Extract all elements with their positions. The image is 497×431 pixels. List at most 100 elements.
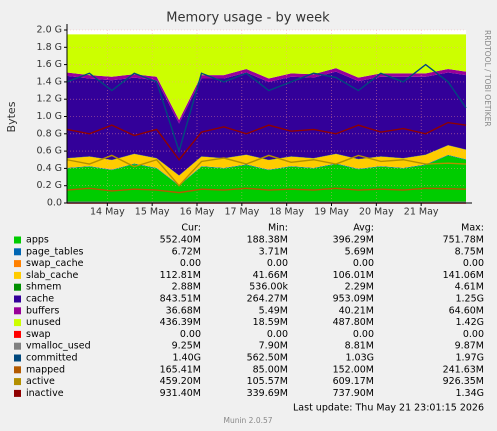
legend-stat: 737.90M (333, 388, 374, 399)
y-axis-label: Bytes (5, 101, 18, 132)
legend-swatch (14, 378, 21, 386)
legend-stat: 7.90M (259, 341, 288, 352)
y-tick-label: 1.6 G (37, 59, 63, 70)
legend-stat: 1.34G (455, 388, 484, 399)
y-tick-label: 0.0 (47, 198, 62, 209)
side-text: RRDTOOL / TOBI OETIKER (483, 30, 492, 127)
legend-swatch (14, 271, 21, 279)
legend-stat: 751.78M (443, 235, 484, 246)
legend-label: mapped (26, 364, 65, 375)
legend-label: page_tables (26, 246, 84, 257)
legend-label: apps (26, 235, 49, 246)
line (66, 63, 467, 154)
line (66, 121, 467, 161)
legend-stat: 843.51M (160, 294, 201, 305)
legend-stat: 0.00 (180, 329, 201, 340)
x-tick-label: 21 May (404, 207, 439, 218)
legend-swatch (14, 354, 21, 362)
x-tick-label: 14 May (90, 207, 125, 218)
legend-stat: 0.00 (267, 329, 288, 340)
legend-stat: 112.81M (160, 270, 201, 281)
legend-swatch (14, 342, 21, 350)
legend-stat: 0.00 (267, 258, 288, 269)
legend-swatch (14, 236, 21, 244)
legend-stat: 5.69M (345, 246, 374, 257)
x-tick-label: 15 May (135, 207, 170, 218)
area (67, 145, 466, 186)
legend-stat: 188.38M (247, 235, 288, 246)
legend-swatch (14, 389, 21, 397)
y-tick-label: 1.2 G (37, 94, 63, 105)
legend-stat: 36.68M (166, 305, 201, 316)
x-tick-label: 17 May (224, 207, 259, 218)
legend-stat: 487.80M (333, 317, 374, 328)
legend-stat: 536.00k (249, 282, 288, 293)
legend-swatch (14, 366, 21, 374)
legend-swatch (14, 283, 21, 291)
legend-stat: 9.87M (455, 341, 484, 352)
legend-stat: 0.00 (353, 258, 374, 269)
legend-label: inactive (26, 388, 64, 399)
legend-stat: 165.41M (160, 364, 201, 375)
legend-stat: 0.00 (463, 258, 484, 269)
legend-swatch (14, 307, 21, 315)
legend-swatch (14, 295, 21, 303)
legend-stat: 396.29M (333, 235, 374, 246)
legend-stat: 105.57M (247, 376, 288, 387)
y-tick-label: 0.6 G (37, 146, 63, 157)
legend-stat: 5.49M (259, 305, 288, 316)
area (67, 68, 466, 124)
legend-stat: 0.00 (180, 258, 201, 269)
legend-stat: 41.66M (253, 270, 288, 281)
legend-stat: 562.50M (247, 353, 288, 364)
legend-swatch (14, 248, 21, 256)
y-tick-label: 1.4 G (37, 76, 63, 87)
legend-label: swap (26, 329, 51, 340)
legend-stat: 3.71M (259, 246, 288, 257)
legend-label: active (26, 376, 55, 387)
legend-label: committed (26, 353, 78, 364)
legend-stat: 141.06M (443, 270, 484, 281)
legend-stat: 0.00 (463, 329, 484, 340)
legend-stat: 2.88M (172, 282, 201, 293)
y-tick-label: 1.8 G (37, 42, 63, 53)
y-tick-label: 1.0 G (37, 111, 63, 122)
legend-header: Min: (268, 223, 288, 234)
legend-stat: 241.63M (443, 364, 484, 375)
legend-label: cache (26, 294, 54, 305)
legend-label: buffers (26, 305, 59, 316)
legend-stat: 1.97G (455, 353, 484, 364)
legend-stat: 459.20M (160, 376, 201, 387)
y-tick-label: 0.2 G (37, 180, 63, 191)
legend-swatch (14, 319, 21, 327)
legend-stat: 40.21M (339, 305, 374, 316)
legend-header: Max: (461, 223, 484, 234)
legend-stat: 1.40G (172, 353, 201, 364)
legend-label: shmem (26, 282, 61, 293)
legend-label: swap_cache (26, 258, 84, 269)
legend-stat: 953.09M (333, 294, 374, 305)
legend-header: Avg: (353, 223, 374, 234)
area (67, 71, 466, 176)
legend-swatch (14, 260, 21, 268)
legend-label: slab_cache (26, 270, 78, 281)
x-tick-label: 19 May (314, 207, 349, 218)
legend-stat: 264.27M (247, 294, 288, 305)
legend-stat: 1.42G (455, 317, 484, 328)
legend-stat: 9.25M (172, 341, 201, 352)
legend-stat: 8.75M (455, 246, 484, 257)
x-tick-label: 18 May (269, 207, 304, 218)
x-tick-label: 20 May (359, 207, 394, 218)
area (67, 34, 466, 121)
legend-stat: 64.60M (449, 305, 484, 316)
legend-stat: 931.40M (160, 388, 201, 399)
legend-stat: 6.72M (172, 246, 201, 257)
y-tick-label: 2.0 G (37, 25, 63, 36)
last-update: Last update: Thu May 21 23:01:15 2026 (293, 403, 484, 414)
line (66, 154, 467, 187)
legend-stat: 609.17M (333, 376, 374, 387)
legend-stat: 1.03G (345, 353, 374, 364)
version: Munin 2.0.57 (223, 416, 272, 425)
chart-title: Memory usage - by week (166, 11, 330, 26)
